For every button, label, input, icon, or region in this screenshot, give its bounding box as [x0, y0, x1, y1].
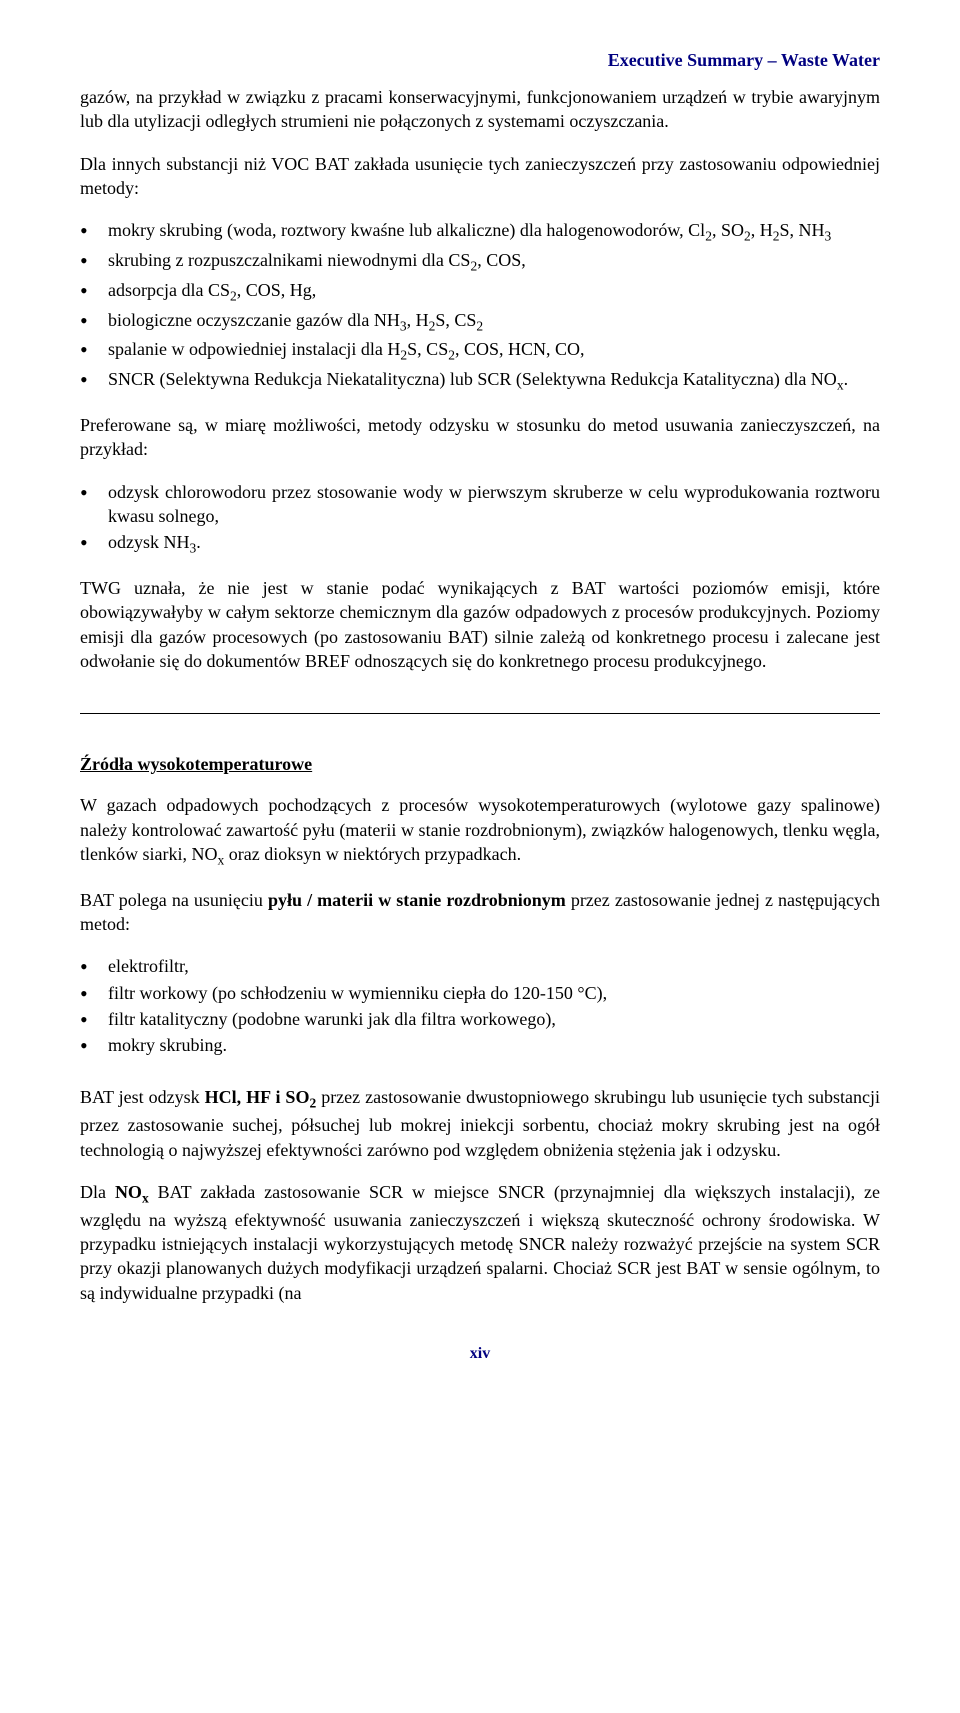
paragraph-recovery-intro: Preferowane są, w miarę możliwości, meto…	[80, 413, 880, 462]
section-title-hightemp: Źródła wysokotemperaturowe	[80, 754, 880, 775]
list-item: filtr katalityczny (podobne warunki jak …	[80, 1007, 880, 1031]
paragraph-methods-intro: Dla innych substancji niż VOC BAT zakład…	[80, 152, 880, 201]
paragraph-bat-nox: Dla NOx BAT zakłada zastosowanie SCR w m…	[80, 1180, 880, 1305]
paragraph-hightemp-intro: W gazach odpadowych pochodzących z proce…	[80, 793, 880, 869]
paragraph-bat-hcl: BAT jest odzysk HCl, HF i SO2 przez zast…	[80, 1085, 880, 1161]
page-number: xiv	[80, 1345, 880, 1363]
list-item: mokry skrubing (woda, roztwory kwaśne lu…	[80, 218, 880, 246]
list-item: elektrofiltr,	[80, 954, 880, 978]
paragraph-twg: TWG uznała, że nie jest w stanie podać w…	[80, 576, 880, 673]
list-item: SNCR (Selektywna Redukcja Niekatalityczn…	[80, 367, 880, 395]
list-item: spalanie w odpowiedniej instalacji dla H…	[80, 337, 880, 365]
list-item: mokry skrubing.	[80, 1033, 880, 1057]
list-item: biologiczne oczyszczanie gazów dla NH3, …	[80, 308, 880, 336]
list-item: odzysk NH3.	[80, 530, 880, 558]
list-item: odzysk chlorowodoru przez stosowanie wod…	[80, 480, 880, 529]
paragraph-intro: gazów, na przykład w związku z pracami k…	[80, 85, 880, 134]
list-item: filtr workowy (po schłodzeniu w wymienni…	[80, 981, 880, 1005]
methods-list-1: mokry skrubing (woda, roztwory kwaśne lu…	[80, 218, 880, 395]
recovery-list: odzysk chlorowodoru przez stosowanie wod…	[80, 480, 880, 558]
list-item: adsorpcja dla CS2, COS, Hg,	[80, 278, 880, 306]
list-item: skrubing z rozpuszczalnikami niewodnymi …	[80, 248, 880, 276]
paragraph-bat-dust: BAT polega na usunięciu pyłu / materii w…	[80, 888, 880, 937]
section-divider	[80, 713, 880, 714]
page-header: Executive Summary – Waste Water	[80, 50, 880, 71]
dust-methods-list: elektrofiltr, filtr workowy (po schłodze…	[80, 954, 880, 1057]
